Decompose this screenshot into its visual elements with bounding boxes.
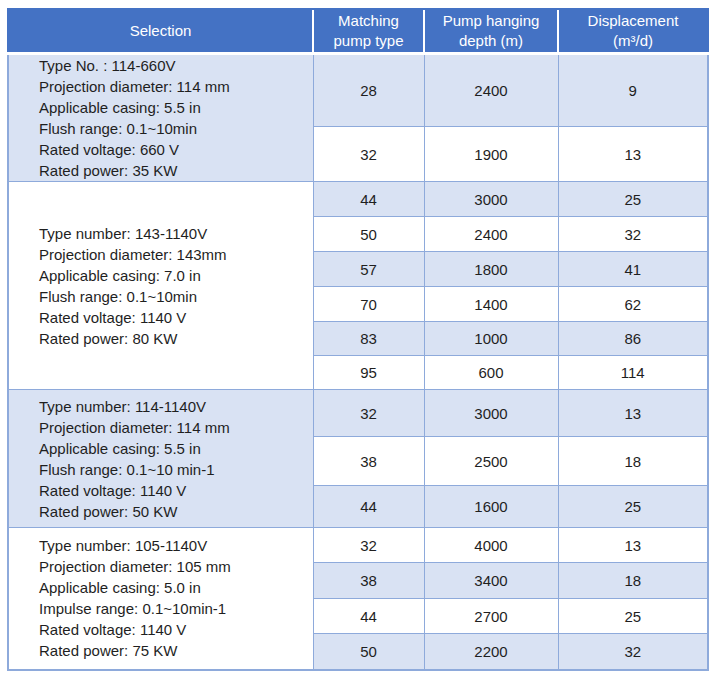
selection-line: Projection diameter: 114 mm — [39, 417, 313, 438]
displacement-cell: 18 — [558, 437, 708, 486]
hanging-depth-cell: 1600 — [424, 486, 558, 528]
selection-cell: Type number: 105-1140V Projection diamet… — [8, 528, 313, 670]
pump-selection-table: Selection Matching pump type Pump hangin… — [7, 8, 709, 671]
selection-line: Applicable casing: 5.5 in — [39, 438, 313, 459]
displacement-cell: 62 — [558, 287, 708, 322]
displacement-cell: 25 — [558, 486, 708, 528]
selection-cell: Type No. : 114-660V Projection diameter:… — [8, 54, 313, 182]
displacement-cell: 25 — [558, 182, 708, 217]
selection-line: Projection diameter: 114 mm — [39, 76, 313, 97]
table-row: Type number: 114-1140V Projection diamet… — [8, 390, 708, 437]
pump-type-cell: 28 — [313, 54, 424, 127]
displacement-cell: 13 — [558, 127, 708, 182]
pump-type-cell: 95 — [313, 356, 424, 390]
displacement-cell: 18 — [558, 563, 708, 599]
hanging-depth-cell: 3000 — [424, 390, 558, 437]
pump-type-cell: 50 — [313, 217, 424, 252]
pump-type-cell: 32 — [313, 390, 424, 437]
table-row: Type number: 105-1140V Projection diamet… — [8, 528, 708, 563]
hanging-depth-cell: 3000 — [424, 182, 558, 217]
selection-line: Flush range: 0.1~10 min-1 — [39, 459, 313, 480]
selection-line: Type number: 105-1140V — [39, 535, 313, 556]
pump-type-cell: 70 — [313, 287, 424, 322]
column-header-matching-pump-type: Matching pump type — [313, 9, 424, 54]
hanging-depth-cell: 2400 — [424, 217, 558, 252]
hanging-depth-cell: 600 — [424, 356, 558, 390]
selection-line: Rated power: 80 KW — [39, 328, 313, 349]
selection-line: Projection diameter: 105 mm — [39, 556, 313, 577]
pump-type-cell: 32 — [313, 528, 424, 563]
hanging-depth-cell: 1400 — [424, 287, 558, 322]
selection-line: Rated voltage: 1140 V — [39, 307, 313, 328]
document-page: Selection Matching pump type Pump hangin… — [0, 0, 714, 679]
header-line: depth (m) — [427, 31, 555, 51]
selection-line: Applicable casing: 7.0 in — [39, 265, 313, 286]
table-row: Type number: 143-1140V Projection diamet… — [8, 182, 708, 217]
displacement-cell: 41 — [558, 252, 708, 287]
hanging-depth-cell: 1800 — [424, 252, 558, 287]
column-header-pump-hanging-depth: Pump hanging depth (m) — [424, 9, 558, 54]
displacement-cell: 25 — [558, 599, 708, 634]
pump-type-cell: 83 — [313, 322, 424, 356]
displacement-cell: 114 — [558, 356, 708, 390]
selection-line: Flush range: 0.1~10min — [39, 118, 313, 139]
displacement-cell: 86 — [558, 322, 708, 356]
pump-type-cell: 50 — [313, 634, 424, 670]
hanging-depth-cell: 4000 — [424, 528, 558, 563]
selection-line: Rated power: 35 KW — [39, 160, 313, 181]
displacement-cell: 32 — [558, 217, 708, 252]
column-header-displacement: Displacement (m³/d) — [558, 9, 708, 54]
hanging-depth-cell: 3400 — [424, 563, 558, 599]
hanging-depth-cell: 1000 — [424, 322, 558, 356]
pump-type-cell: 57 — [313, 252, 424, 287]
selection-cell: Type number: 143-1140V Projection diamet… — [8, 182, 313, 390]
pump-type-cell: 44 — [313, 182, 424, 217]
hanging-depth-cell: 2200 — [424, 634, 558, 670]
displacement-cell: 32 — [558, 634, 708, 670]
selection-line: Rated voltage: 1140 V — [39, 480, 313, 501]
selection-line: Flush range: 0.1~10min — [39, 286, 313, 307]
hanging-depth-cell: 2400 — [424, 54, 558, 127]
header-line: Selection — [11, 21, 310, 41]
selection-line: Type No. : 114-660V — [39, 55, 313, 76]
pump-type-cell: 44 — [313, 599, 424, 634]
selection-cell: Type number: 114-1140V Projection diamet… — [8, 390, 313, 528]
hanging-depth-cell: 2700 — [424, 599, 558, 634]
selection-line: Rated voltage: 1140 V — [39, 619, 313, 640]
header-line: Displacement — [561, 11, 705, 31]
table-row: Type No. : 114-660V Projection diameter:… — [8, 54, 708, 127]
header-line: (m³/d) — [561, 31, 705, 51]
pump-type-cell: 38 — [313, 563, 424, 599]
selection-line: Projection diameter: 143mm — [39, 244, 313, 265]
selection-line: Applicable casing: 5.0 in — [39, 577, 313, 598]
pump-type-cell: 32 — [313, 127, 424, 182]
hanging-depth-cell: 1900 — [424, 127, 558, 182]
selection-line: Impulse range: 0.1~10min-1 — [39, 598, 313, 619]
column-header-selection: Selection — [8, 9, 313, 54]
displacement-cell: 13 — [558, 528, 708, 563]
displacement-cell: 13 — [558, 390, 708, 437]
selection-line: Type number: 114-1140V — [39, 396, 313, 417]
header-line: Matching — [316, 11, 421, 31]
header-row: Selection Matching pump type Pump hangin… — [8, 9, 708, 54]
pump-type-cell: 44 — [313, 486, 424, 528]
selection-line: Rated voltage: 660 V — [39, 139, 313, 160]
header-line: pump type — [316, 31, 421, 51]
selection-line: Type number: 143-1140V — [39, 223, 313, 244]
selection-line: Applicable casing: 5.5 in — [39, 97, 313, 118]
hanging-depth-cell: 2500 — [424, 437, 558, 486]
pump-type-cell: 38 — [313, 437, 424, 486]
selection-line: Rated power: 50 KW — [39, 501, 313, 522]
displacement-cell: 9 — [558, 54, 708, 127]
selection-line: Rated power: 75 KW — [39, 640, 313, 661]
header-line: Pump hanging — [427, 11, 555, 31]
